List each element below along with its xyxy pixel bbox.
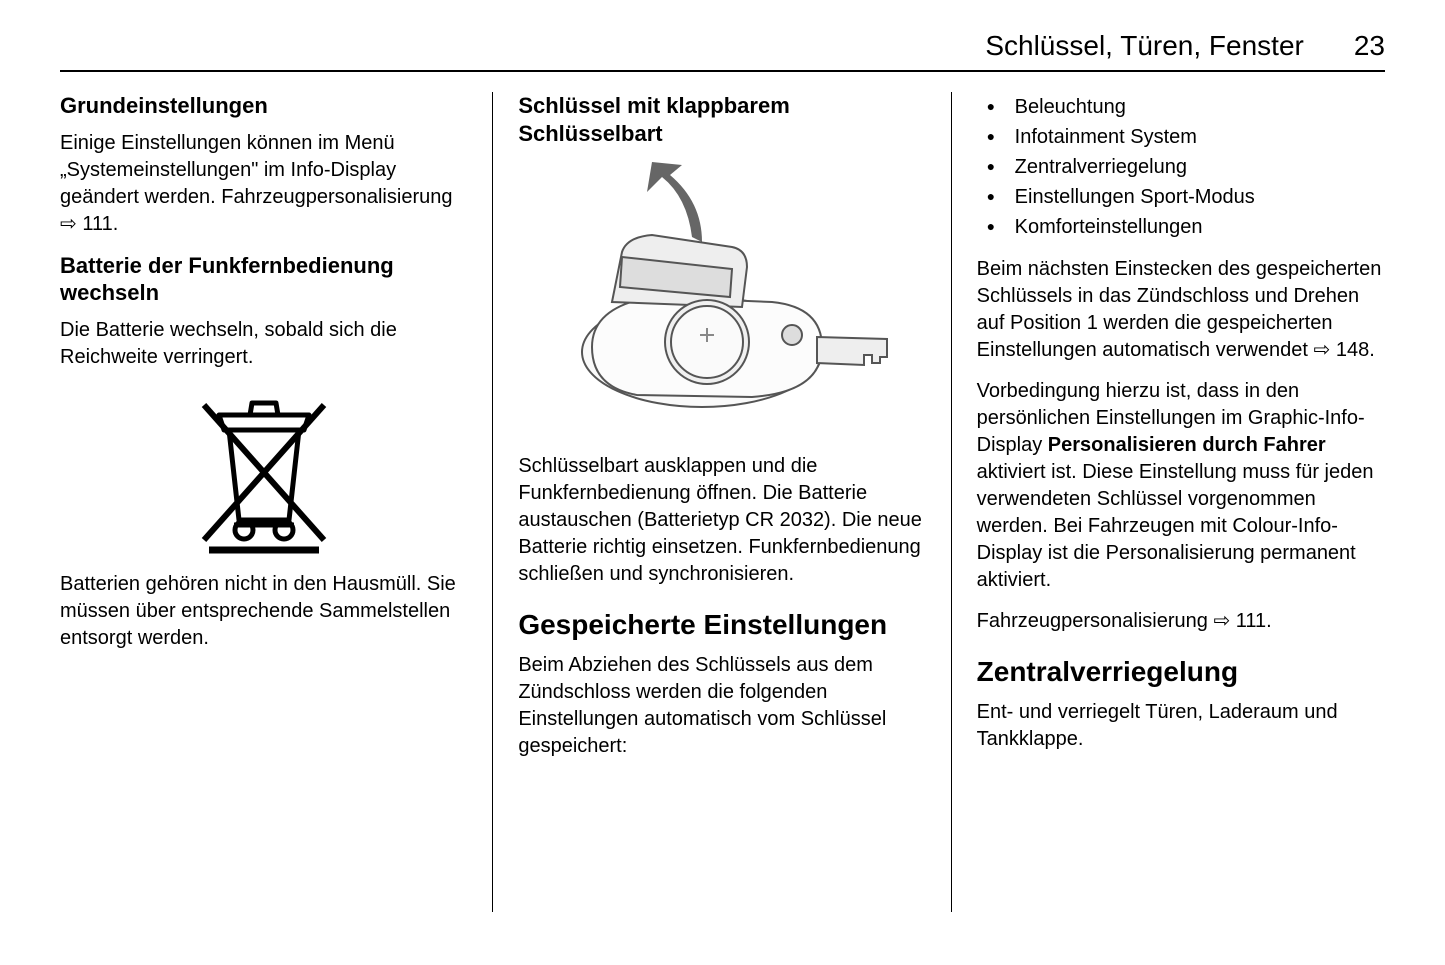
col3-bullet-list: Beleuchtung Infotainment System Zentralv…	[977, 92, 1385, 242]
key-fob-icon	[542, 157, 902, 437]
col3-text-4: Ent- und verriegelt Türen, Laderaum und …	[977, 699, 1385, 753]
col2-text-1: Schlüsselbart ausklappen und die Funkfer…	[518, 453, 926, 588]
list-item: Zentralverriegelung	[977, 152, 1385, 182]
col2-text-2: Beim Abziehen des Schlüssels aus dem Zün…	[518, 652, 926, 760]
col1-text-3: Batterien gehören nicht in den Hausmüll.…	[60, 571, 468, 652]
list-item: Infotainment System	[977, 122, 1385, 152]
waste-bin-icon	[174, 385, 354, 555]
column-3: Beleuchtung Infotainment System Zentralv…	[952, 92, 1385, 952]
page-number: 23	[1354, 30, 1385, 62]
content-columns: Grundeinstellungen Einige Einstellungen …	[60, 92, 1385, 952]
key-image	[518, 157, 926, 437]
list-item: Komforteinstellungen	[977, 212, 1385, 242]
col3-text-1: Beim nächsten Einstecken des gespeichert…	[977, 256, 1385, 364]
col3-text-3: Fahrzeugpersonalisierung ⇨ 111.	[977, 608, 1385, 635]
col3-text-2: Vorbedingung hierzu ist, dass in den per…	[977, 378, 1385, 594]
col1-heading-2: Batterie der Funkfernbedienung wechseln	[60, 252, 468, 307]
col2-heading-2: Gespeicherte Einstellungen	[518, 608, 926, 642]
col3-p2-bold: Personalisieren durch Fahrer	[1048, 434, 1326, 456]
column-1: Grundeinstellungen Einige Einstellungen …	[60, 92, 493, 952]
list-item: Beleuchtung	[977, 92, 1385, 122]
page-header: Schlüssel, Türen, Fenster 23	[60, 30, 1385, 72]
column-2: Schlüssel mit klappbarem Schlüsselbart	[493, 92, 951, 952]
waste-bin-image	[60, 385, 468, 555]
col3-p2-post: aktiviert ist. Diese Einstellung muss fü…	[977, 461, 1374, 591]
list-item: Einstellungen Sport-Modus	[977, 182, 1385, 212]
col3-heading-1: Zentralverriegelung	[977, 655, 1385, 689]
header-title: Schlüssel, Türen, Fenster	[985, 30, 1304, 62]
col1-text-2: Die Batterie wechseln, sobald sich die R…	[60, 317, 468, 371]
col1-text-1: Einige Einstellungen können im Menü „Sys…	[60, 130, 468, 238]
col1-heading-1: Grundeinstellungen	[60, 92, 468, 120]
col2-heading-1: Schlüssel mit klappbarem Schlüsselbart	[518, 92, 926, 147]
